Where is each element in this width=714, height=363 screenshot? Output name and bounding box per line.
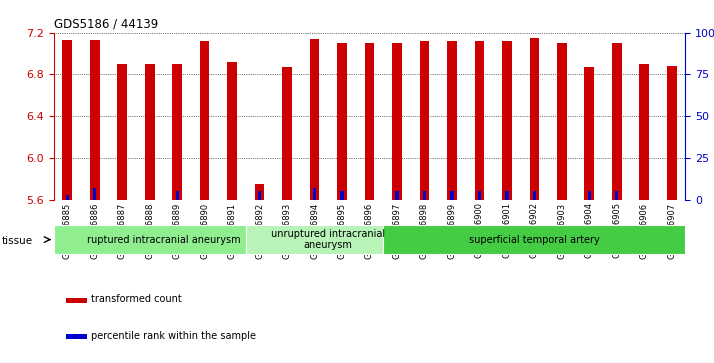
Bar	[66, 334, 87, 339]
Bar	[420, 41, 429, 200]
Bar	[227, 62, 237, 200]
Bar	[530, 38, 539, 200]
Bar	[246, 225, 411, 254]
Bar	[640, 64, 649, 200]
Bar	[585, 67, 594, 200]
Bar	[557, 43, 567, 200]
Bar	[533, 191, 536, 200]
Bar	[145, 64, 154, 200]
Bar	[506, 191, 508, 200]
Text: superficial temporal artery: superficial temporal artery	[469, 234, 600, 245]
Bar	[313, 188, 316, 200]
Bar	[54, 225, 273, 254]
Bar	[667, 66, 676, 200]
Text: tissue: tissue	[2, 236, 34, 246]
Bar	[451, 191, 453, 200]
Bar	[282, 67, 292, 200]
Bar	[172, 64, 182, 200]
Bar	[383, 225, 685, 254]
Bar	[478, 191, 481, 200]
Bar	[392, 43, 402, 200]
Bar	[66, 195, 69, 200]
Bar	[588, 191, 591, 200]
Bar	[612, 43, 622, 200]
Bar	[365, 43, 374, 200]
Text: GDS5186 / 44139: GDS5186 / 44139	[54, 17, 158, 30]
Bar	[90, 40, 99, 200]
Bar	[117, 64, 127, 200]
Bar	[423, 191, 426, 200]
Bar	[502, 41, 512, 200]
Text: percentile rank within the sample: percentile rank within the sample	[91, 331, 256, 341]
Bar	[447, 41, 457, 200]
Text: transformed count: transformed count	[91, 294, 181, 305]
Bar	[255, 184, 264, 200]
Text: ruptured intracranial aneurysm: ruptured intracranial aneurysm	[86, 234, 240, 245]
Bar	[93, 188, 96, 200]
Text: unruptured intracranial
aneurysm: unruptured intracranial aneurysm	[271, 229, 386, 250]
Bar	[615, 191, 618, 200]
Bar	[310, 39, 319, 200]
Bar	[176, 191, 178, 200]
Bar	[66, 298, 87, 303]
Bar	[341, 191, 343, 200]
Bar	[63, 40, 72, 200]
Bar	[475, 41, 484, 200]
Bar	[258, 191, 261, 200]
Bar	[396, 191, 398, 200]
Bar	[337, 43, 347, 200]
Bar	[200, 41, 209, 200]
